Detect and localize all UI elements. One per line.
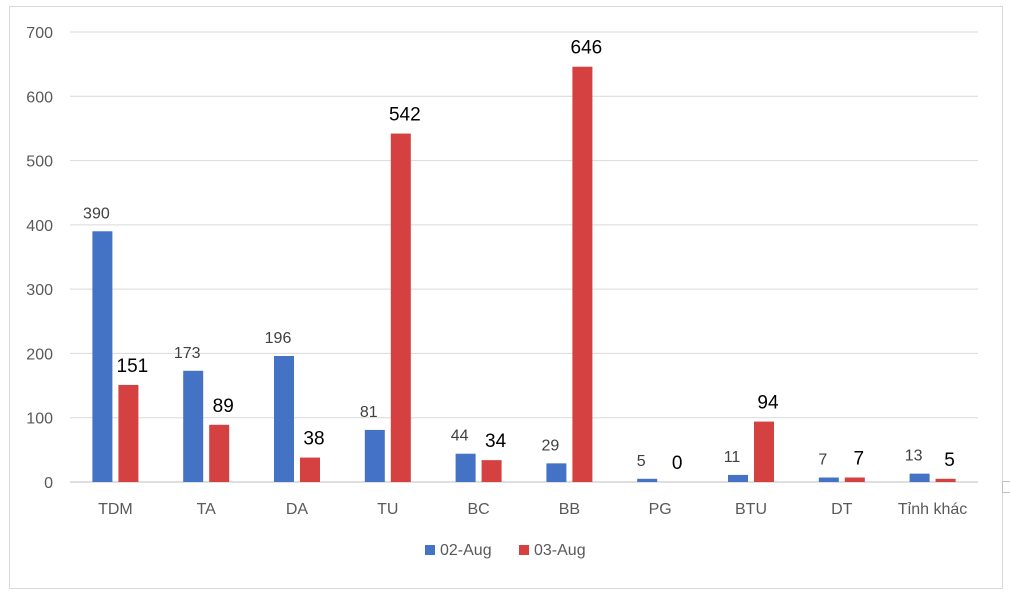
bars: [92, 66, 956, 483]
x-tick-label: TU: [377, 501, 398, 518]
y-axis: 0 100 200 300 400 500 600 700: [26, 25, 53, 492]
bar-03-aug: [390, 133, 411, 483]
data-label: 0: [672, 453, 683, 474]
x-tick-label: BB: [559, 501, 580, 518]
x-tick-label: PG: [649, 501, 672, 518]
data-label: 81: [360, 404, 378, 421]
bar-03-aug: [209, 424, 230, 482]
bar-03-aug: [844, 477, 865, 482]
x-tick-label: BTU: [735, 501, 767, 518]
data-label: 173: [174, 345, 201, 362]
data-label: 5: [637, 453, 646, 470]
y-tick-label: 200: [26, 346, 53, 363]
resize-handle[interactable]: [1002, 481, 1010, 493]
bar-02-aug: [546, 463, 567, 482]
legend: 02-Aug 03-Aug: [425, 542, 586, 559]
bar-02-aug: [455, 453, 476, 482]
data-label: 542: [389, 105, 421, 126]
bar-02-aug: [92, 231, 113, 482]
bar-02-aug: [818, 477, 839, 482]
y-tick-label: 400: [26, 218, 53, 235]
chart-frame: [9, 6, 1003, 589]
data-label: 13: [905, 448, 923, 465]
data-label: 89: [213, 396, 234, 417]
y-tick-label: 100: [26, 411, 53, 428]
data-label: 29: [542, 437, 560, 454]
x-tick-label: BC: [467, 501, 489, 518]
x-tick-label: TA: [197, 501, 217, 518]
bar-03-aug: [118, 384, 139, 482]
y-tick-label: 700: [26, 25, 53, 42]
data-label: 94: [757, 393, 779, 414]
data-label: 7: [818, 452, 827, 469]
data-label: 390: [83, 205, 110, 222]
x-tick-label: DT: [831, 501, 853, 518]
x-tick-label: Tỉnh khác: [898, 501, 967, 518]
x-axis: TDM TA DA TU BC BB PG BTU DT Tỉnh khác: [98, 501, 967, 518]
legend-swatch: [519, 545, 529, 555]
data-label: 7: [854, 449, 865, 470]
data-label: 44: [451, 428, 469, 445]
bar-02-aug: [274, 356, 294, 482]
legend-label: 02-Aug: [440, 542, 492, 559]
legend-label: 03-Aug: [534, 542, 586, 559]
bar-02-aug: [728, 474, 748, 482]
legend-swatch: [425, 545, 435, 555]
y-tick-label: 500: [26, 154, 53, 171]
data-labels: 390 151 173 89 196 38 81 542 44 34 29 646 5 0 11 94 7 7 13…: [83, 38, 955, 474]
bar-03-aug: [481, 460, 502, 482]
bar-03-aug: [935, 478, 956, 482]
bar-03-aug: [754, 421, 774, 482]
data-label: 151: [117, 356, 149, 377]
data-label: 196: [265, 330, 292, 347]
bar-02-aug: [637, 478, 658, 482]
y-tick-label: 300: [26, 282, 53, 299]
data-label: 646: [571, 38, 603, 59]
data-label: 38: [303, 429, 324, 450]
data-label: 5: [944, 450, 955, 471]
data-label: 34: [485, 431, 507, 452]
y-tick-label: 600: [26, 89, 53, 106]
bar-03-aug: [300, 457, 320, 482]
y-tick-label: 0: [44, 475, 53, 492]
bar-03-aug: [572, 66, 593, 482]
x-tick-label: TDM: [98, 501, 133, 518]
bar-02-aug: [909, 473, 930, 482]
x-tick-label: DA: [286, 501, 309, 518]
gridlines: [70, 31, 978, 483]
bar-02-aug: [364, 429, 385, 482]
data-label: 11: [724, 449, 741, 466]
bar-02-aug: [183, 370, 204, 482]
